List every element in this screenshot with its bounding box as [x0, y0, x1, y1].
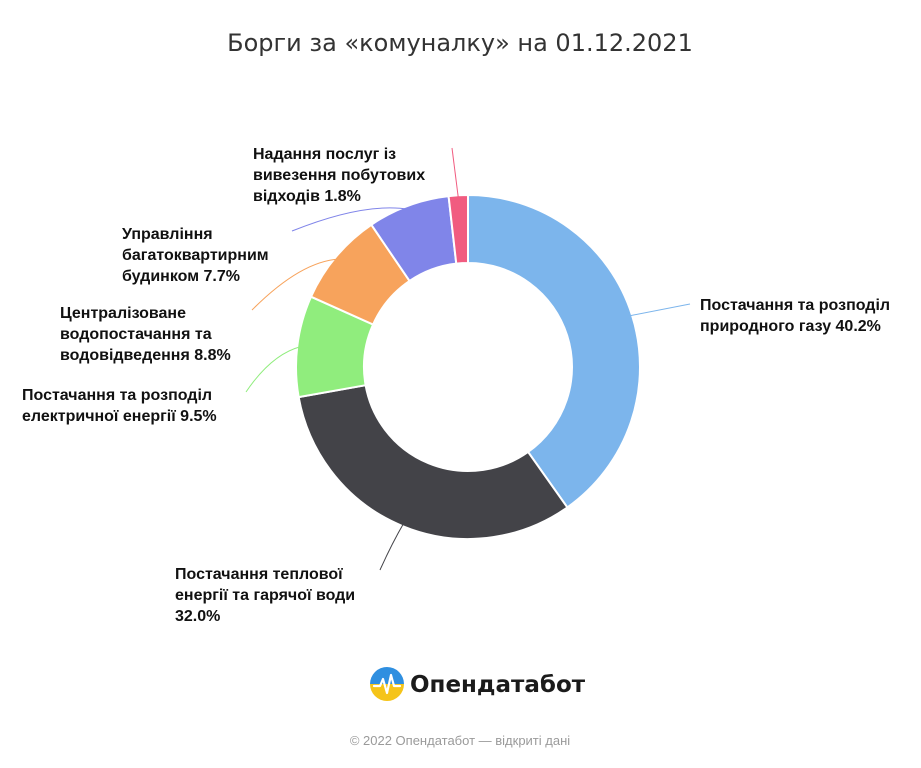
data-label-line: природного газу 40.2% [700, 318, 881, 335]
connector-3 [245, 345, 302, 393]
connector-5 [291, 207, 410, 232]
connector-6 [451, 147, 460, 200]
connector-4 [251, 258, 340, 311]
slice-6[interactable] [447, 193, 469, 265]
data-label-line: водовідведення 8.8% [60, 347, 231, 364]
brand-name: Опендатабот [410, 672, 586, 698]
data-label-line: Управління [122, 226, 213, 243]
slice-1[interactable] [467, 193, 641, 509]
data-label-line: Постачання та розподіл [22, 387, 212, 404]
slices-layer [295, 193, 641, 540]
data-label-6: Надання послуг із вивезення побутових відх… [253, 146, 425, 205]
opendatabot-logo-icon [370, 667, 404, 701]
chart-title: Борги за «комуналку» на 01.12.2021 [227, 29, 693, 57]
slice-2[interactable] [297, 384, 569, 540]
connector-1 [628, 303, 691, 317]
labels-layer: Постачання та розподіл природного газу 40… [22, 146, 890, 625]
data-label-line: будинком 7.7% [122, 268, 240, 285]
data-label-line: багатоквартирним [122, 247, 269, 264]
data-label-line: Постачання та розподіл [700, 297, 890, 314]
data-label-3: Постачання та розподіл електричної енергі… [22, 387, 217, 425]
data-label-4: Централізоване водопостачання та водовідве… [60, 305, 231, 364]
data-label-line: Постачання теплової [175, 566, 343, 583]
connector-2 [379, 522, 405, 571]
data-label-line: відходів 1.8% [253, 188, 361, 205]
data-label-line: водопостачання та [60, 326, 212, 343]
data-label-1: Постачання та розподіл природного газу 40… [700, 297, 890, 335]
data-label-line: вивезення побутових [253, 167, 425, 184]
data-label-2: Постачання теплової енергії та гарячої во… [175, 566, 355, 625]
data-label-line: Надання послуг із [253, 146, 396, 163]
copyright-text: © 2022 Опендатабот — відкриті дані [350, 733, 570, 748]
data-label-5: Управління багатоквартирним будинком 7.7% [122, 226, 269, 285]
data-label-line: електричної енергії 9.5% [22, 408, 217, 425]
connectors-layer [245, 147, 691, 571]
data-label-line: 32.0% [175, 608, 220, 625]
data-label-line: енергії та гарячої води [175, 587, 355, 604]
data-label-line: Централізоване [60, 305, 186, 322]
